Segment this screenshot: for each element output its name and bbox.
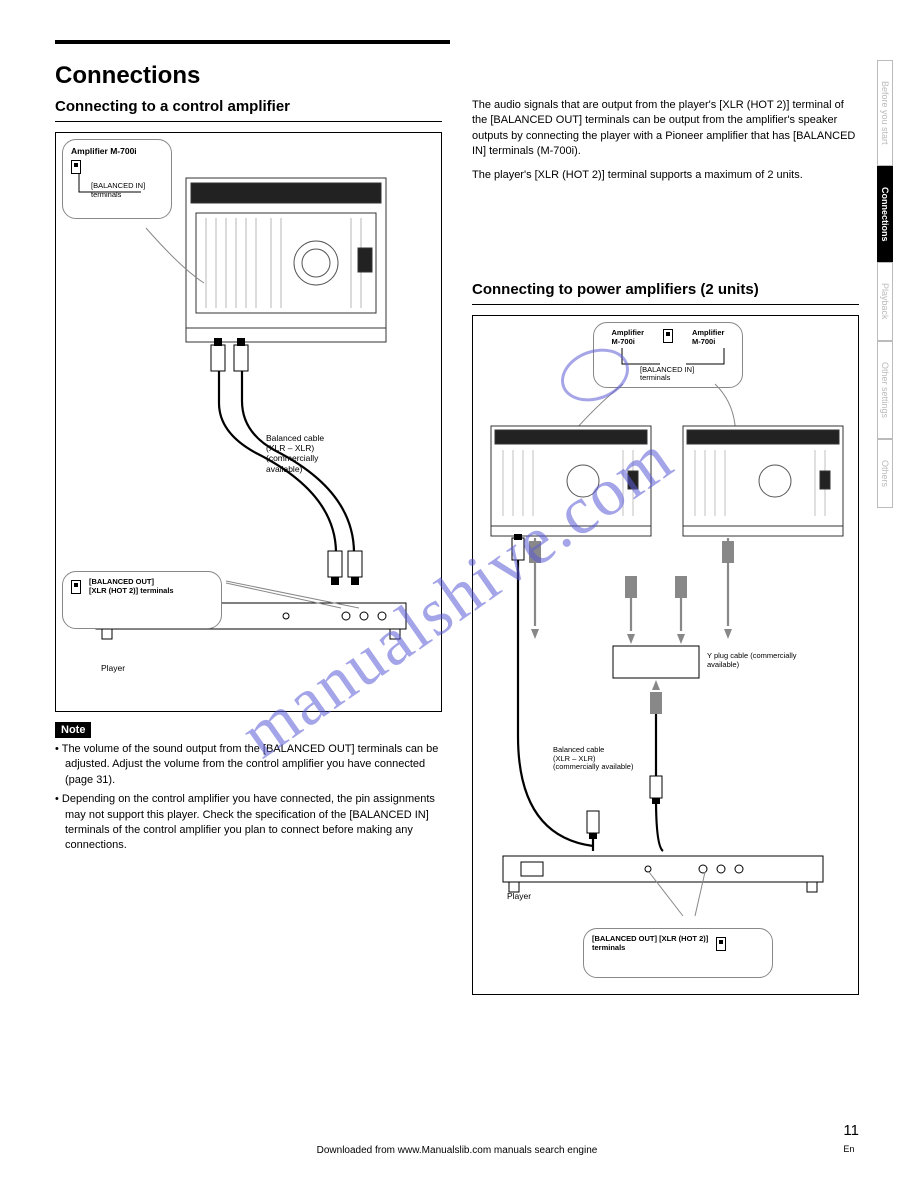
player-callout-b: [BALANCED OUT] [XLR (HOT 2)] terminals <box>583 928 773 978</box>
note-bullet-1: • The volume of the sound output from th… <box>55 742 442 788</box>
player-drawing-b <box>503 856 823 892</box>
port-icon <box>71 580 81 594</box>
right-column: The audio signals that are output from t… <box>472 98 859 1005</box>
player-callout: [BALANCED OUT] [XLR (HOT 2)] terminals <box>62 571 222 629</box>
tab-playback[interactable]: Playback <box>877 262 893 341</box>
right-p2: The player's [XLR (HOT 2)] terminal supp… <box>472 168 859 183</box>
port-icon <box>716 937 726 951</box>
cable-label-b: Balanced cable (XLR – XLR) (commercially… <box>553 746 673 772</box>
diagram-b: Amplifier M-700i Amplifier M-700i [BALAN… <box>472 315 859 995</box>
section-title: Connections <box>55 62 859 90</box>
diagram-b-svg <box>473 316 853 976</box>
tab-others[interactable]: Others <box>877 439 893 508</box>
diagram-a: Amplifier M-700i [BALANCED IN] terminals <box>55 132 442 712</box>
note-bullet-2: • Depending on the control amplifier you… <box>55 792 442 854</box>
page-number-value: 11 <box>843 1122 859 1139</box>
page-lang: En <box>843 1144 854 1154</box>
note-badge: Note <box>55 722 91 738</box>
amp2-drawing <box>683 426 843 536</box>
tab-before[interactable]: Before you start <box>877 60 893 166</box>
player-label: Player <box>101 663 125 673</box>
amplifier-drawing <box>186 178 386 342</box>
player-callout-l2: [XLR (HOT 2)] terminals <box>89 587 174 596</box>
page-root: Connections Connecting to a control ampl… <box>0 0 914 1035</box>
note-text-2: Depending on the control amplifier you h… <box>62 793 435 851</box>
header-rule <box>55 40 450 44</box>
right-p1: The audio signals that are output from t… <box>472 98 859 160</box>
side-tabs: Before you start Connections Playback Ot… <box>877 60 899 508</box>
left-subtitle: Connecting to a control amplifier <box>55 98 442 115</box>
two-column-layout: Connecting to a control amplifier Amplif… <box>55 98 859 1005</box>
left-rule <box>55 121 442 122</box>
xlr-plug-top <box>211 338 248 371</box>
amp1-drawing <box>491 426 651 536</box>
tab-connections[interactable]: Connections <box>877 166 893 263</box>
tab-other-settings[interactable]: Other settings <box>877 341 893 439</box>
page-footer: Downloaded from www.Manualslib.com manua… <box>0 1145 914 1156</box>
yplug-label: Y plug cable (commercially available) <box>707 652 817 669</box>
pcall-b-l2: terminals <box>592 944 708 953</box>
cable-label: Balanced cable (XLR – XLR) (commercially… <box>266 433 356 474</box>
left-column: Connecting to a control amplifier Amplif… <box>55 98 442 1005</box>
player-label-b: Player <box>507 891 531 901</box>
xlr-plug-bottom <box>328 551 362 585</box>
note-text-1: The volume of the sound output from the … <box>62 743 439 786</box>
right-sec2-title: Connecting to power amplifiers (2 units) <box>472 281 859 298</box>
page-number: 11 En <box>843 1122 859 1156</box>
right-rule <box>472 304 859 305</box>
